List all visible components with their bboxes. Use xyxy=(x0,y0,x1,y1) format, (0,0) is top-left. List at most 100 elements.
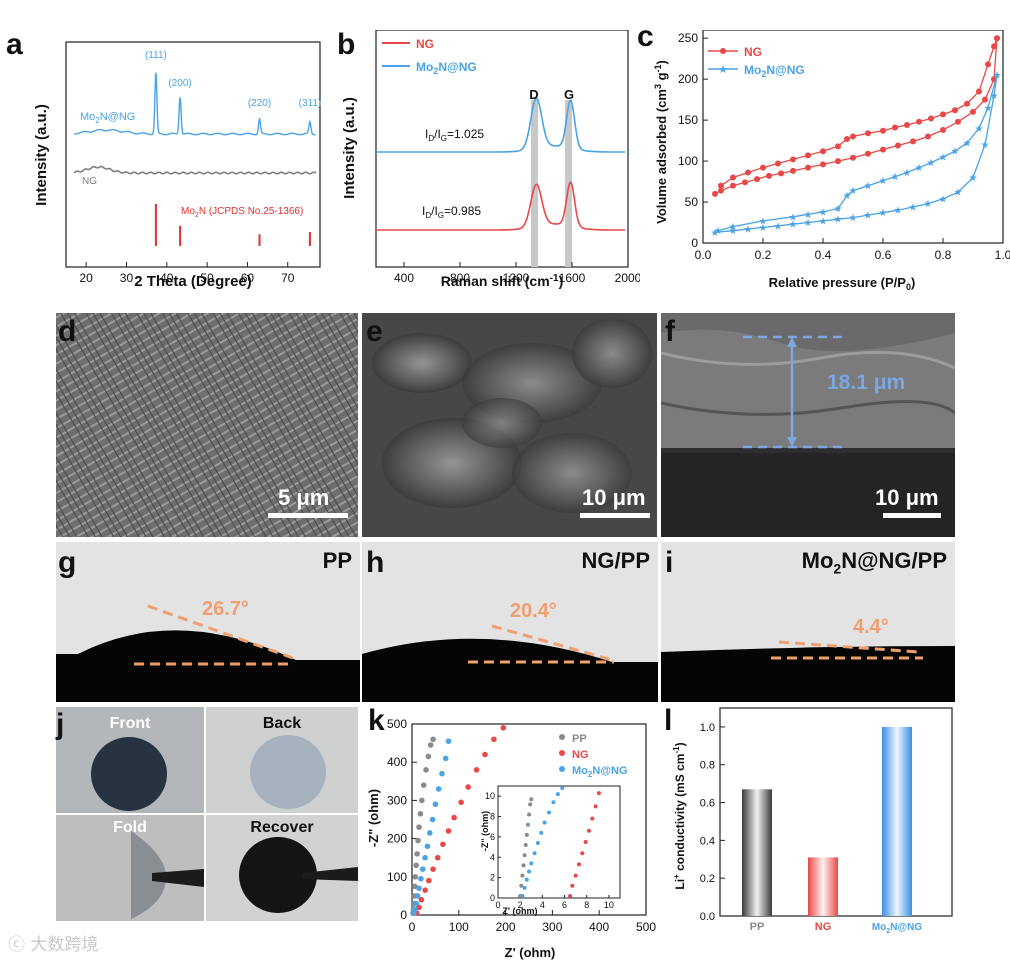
eis-point xyxy=(473,767,480,773)
cond-cat-pp: PP xyxy=(750,921,765,933)
contact-angle-g-value: 26.7° xyxy=(202,598,249,620)
xrd-mo2n-line xyxy=(73,72,316,136)
bet-point xyxy=(730,182,736,189)
photo-back-label: Back xyxy=(262,715,302,732)
eis-inset-point xyxy=(590,816,595,821)
bet-point xyxy=(964,100,970,107)
eis-point xyxy=(413,862,420,869)
bet-point xyxy=(916,118,922,125)
bet-point xyxy=(976,88,982,95)
sem-image-e: e 10 μm xyxy=(362,313,657,537)
panel-label-j: j xyxy=(56,708,65,741)
eis-inset-ytick-label: 4 xyxy=(490,852,495,862)
xrd-tick-label: 30 xyxy=(120,271,134,285)
eis-point xyxy=(458,799,464,806)
eis-inset-point xyxy=(547,810,552,815)
eis-ytick-label: 200 xyxy=(387,832,407,846)
eis-point xyxy=(432,801,439,808)
bet-star-point: ★ xyxy=(879,176,888,187)
photo-front-label: Front xyxy=(109,715,151,732)
eis-point xyxy=(420,782,427,788)
eis-inset-xtick-label: 2 xyxy=(518,900,523,910)
eis-inset-ytick-label: 0 xyxy=(490,893,495,903)
eis-inset-point xyxy=(555,792,560,797)
bet-point xyxy=(982,96,988,103)
tweezer-illustration xyxy=(302,867,358,881)
bet-line xyxy=(714,75,998,233)
bet-star-point: ★ xyxy=(864,211,873,222)
photo-recover-label: Recover xyxy=(250,819,314,836)
eis-ytick-label: 300 xyxy=(387,793,407,807)
eis-inset-ytick-label: 2 xyxy=(490,873,495,883)
eis-inset-point xyxy=(529,797,534,802)
eis-point xyxy=(414,851,420,857)
eis-inset-point xyxy=(522,885,527,890)
watermark: ⓒ 大数跨境 xyxy=(8,930,98,955)
xrd-tick-label: 20 xyxy=(79,271,93,285)
bet-star-point: ★ xyxy=(915,163,924,174)
contact-angle-i-drop xyxy=(661,640,955,702)
bet-point xyxy=(805,164,811,171)
eis-inset-xtick-label: 6 xyxy=(562,900,567,910)
bet-point xyxy=(718,187,724,194)
bet-star-point: ★ xyxy=(744,225,753,236)
bet-star-point: ★ xyxy=(789,220,798,231)
separator-disc-front xyxy=(91,737,167,811)
eis-xtick-label: 0 xyxy=(409,920,416,934)
eis-legend-pp-marker xyxy=(559,734,565,740)
eis-inset-point xyxy=(520,873,525,878)
panel-label-c: c xyxy=(637,20,654,53)
eis-inset-ylabel: -Z" (ohm) xyxy=(480,811,490,851)
bet-legend-ng: NG xyxy=(744,45,762,59)
eis-inset-ytick-label: 10 xyxy=(485,791,495,801)
eis-inset-point xyxy=(586,828,591,833)
eis-point xyxy=(418,875,424,882)
eis-point xyxy=(413,900,420,907)
raman-ratio-top: ID/IG=1.025 xyxy=(425,127,484,143)
eis-inset-point xyxy=(519,883,524,888)
raman-frame xyxy=(375,30,629,268)
eis-inset-point xyxy=(576,862,581,867)
bet-star-point: ★ xyxy=(927,158,936,169)
bet-point xyxy=(991,43,997,50)
bet-star-point: ★ xyxy=(903,168,912,179)
sem-e-scale-text: 10 μm xyxy=(582,485,646,510)
raman-legend-ng: NG xyxy=(416,37,434,51)
eis-inset-point xyxy=(528,802,533,807)
bet-point xyxy=(730,174,736,181)
eis-inset-point xyxy=(596,791,601,796)
eis-inset-ytick-label: 8 xyxy=(490,812,495,822)
bet-point xyxy=(835,158,841,165)
bet-star-point: ★ xyxy=(849,186,858,197)
eis-point xyxy=(427,742,434,748)
bet-point xyxy=(928,115,934,122)
bet-ytick-label: 250 xyxy=(678,31,698,45)
bet-point xyxy=(850,154,856,161)
fold-illustration xyxy=(131,831,204,919)
bet-point xyxy=(865,130,871,137)
eis-point xyxy=(451,814,457,821)
raman-tick-label: 2000 xyxy=(615,271,640,285)
cond-cat-mo: Mo2N@NG xyxy=(872,922,923,935)
eis-point xyxy=(419,797,425,804)
bet-star-point: ★ xyxy=(834,215,843,226)
bet-legend-mo-marker: ★ xyxy=(718,64,728,76)
xrd-ng-label: NG xyxy=(82,176,97,187)
eis-xtick-label: 500 xyxy=(636,920,656,934)
eis-point xyxy=(412,883,418,890)
bet-star-point: ★ xyxy=(993,71,1002,82)
eis-legend-mo-marker xyxy=(559,766,565,772)
panel-label-e: e xyxy=(366,315,383,348)
bet-point xyxy=(766,172,772,179)
contact-angle-g: g PP 26.7° xyxy=(56,542,360,702)
raman-xlabel: Raman shift (cm-1) xyxy=(441,273,564,289)
contact-angle-h-drop xyxy=(362,624,658,702)
eis-ytick-label: 500 xyxy=(387,717,407,731)
bet-star-point: ★ xyxy=(819,207,828,218)
raman-mo2n-line xyxy=(376,97,626,153)
bet-point xyxy=(745,169,751,176)
bet-star-point: ★ xyxy=(894,206,903,217)
contact-angle-g-drop xyxy=(56,604,360,702)
bet-star-point: ★ xyxy=(975,124,984,135)
eis-point xyxy=(422,887,428,893)
